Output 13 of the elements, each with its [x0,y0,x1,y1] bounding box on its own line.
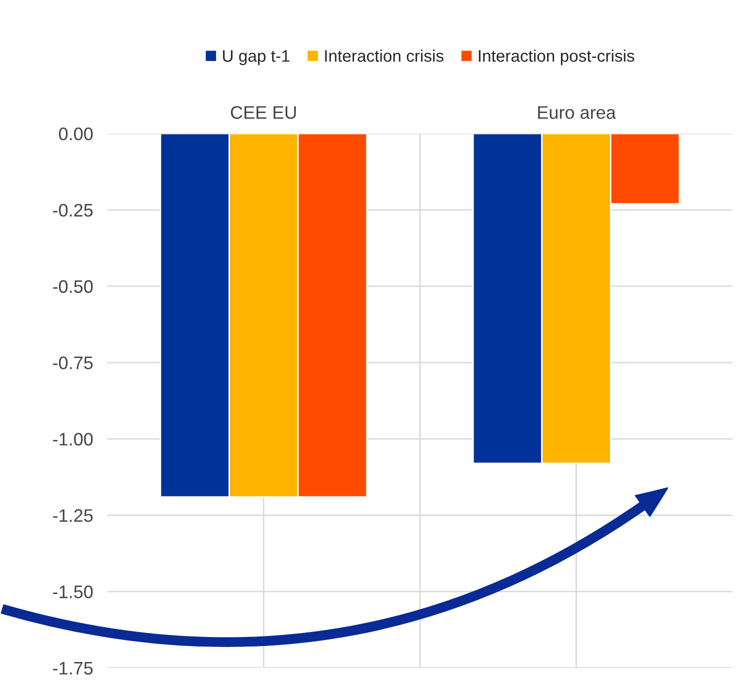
y-tick-label: 0.00 [58,128,93,140]
y-tick-label: -0.75 [53,356,93,370]
x-tick-label: Euro area [538,106,616,119]
legend-label: U gap t-1 [223,50,290,66]
legend-label: Interaction post-crisis [478,50,634,66]
y-tick-label: -1.50 [53,585,93,598]
legend-label: Interaction crisis [325,50,444,62]
y-tick-label: -1.00 [53,432,93,446]
y-tick-label: -1.75 [53,662,93,675]
y-tick-label: -0.25 [53,204,93,217]
y-tick-label: -1.25 [53,509,93,522]
y-tick-label: -0.50 [53,280,93,293]
x-tick-label: CEE EU [230,106,296,119]
